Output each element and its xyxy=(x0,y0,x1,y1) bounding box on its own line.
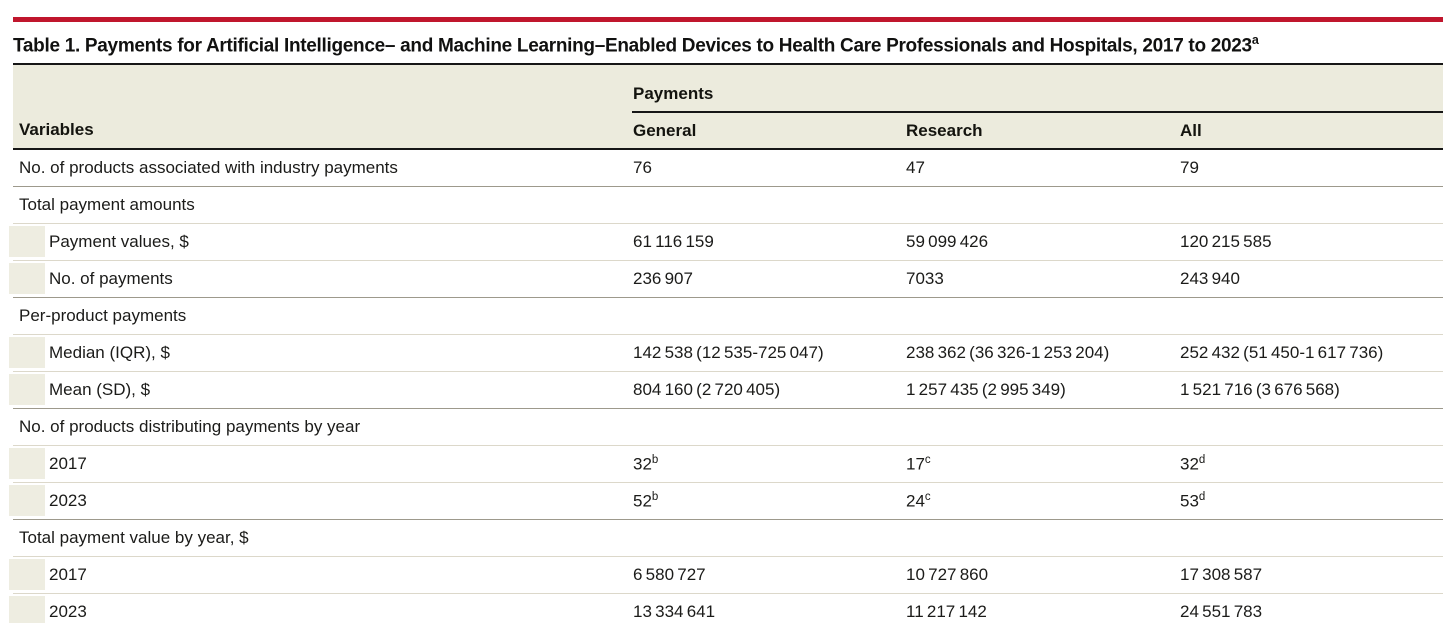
cell-value: 32b xyxy=(632,445,905,483)
title-footnote-marker: a xyxy=(1251,33,1259,47)
table-row: Mean (SD), $ 804 160 (2 720 405) 1 257 4… xyxy=(9,371,1443,409)
section-label-cell: Per-product payments xyxy=(13,297,1443,335)
row-label-cell: No. of payments xyxy=(9,260,632,298)
indent-marker xyxy=(9,337,45,369)
table-row: No. of products associated with industry… xyxy=(13,149,1443,187)
row-label-cell: No. of products associated with industry… xyxy=(13,149,632,187)
row-label: 2017 xyxy=(49,454,87,474)
cell-value: 53d xyxy=(1179,482,1443,520)
cell-value: 61 116 159 xyxy=(632,223,905,261)
article-table-page: Table 1. Payments for Artificial Intelli… xyxy=(0,17,1456,623)
column-header-research: Research xyxy=(905,112,1179,151)
cell-value: 1 521 716 (3 676 568) xyxy=(1179,371,1443,409)
section-label-cell: Total payment amounts xyxy=(13,186,1443,224)
cell-value: 52b xyxy=(632,482,905,520)
row-label: 2017 xyxy=(49,565,87,585)
table-row: 2023 52b 24c 53d xyxy=(9,482,1443,520)
header-columns-row: Variables General Research All xyxy=(13,112,1443,151)
table-title-text: Table 1. Payments for Artificial Intelli… xyxy=(13,35,1252,57)
cell-value: 10 727 860 xyxy=(905,556,1179,594)
table-row: Payment values, $ 61 116 159 59 099 426 … xyxy=(9,223,1443,261)
cell-value: 76 xyxy=(633,158,652,178)
row-label-cell: Mean (SD), $ xyxy=(9,371,632,409)
cell-value: 804 160 (2 720 405) xyxy=(632,371,905,409)
table-title: Table 1. Payments for Artificial Intelli… xyxy=(13,33,1443,57)
footnote-marker: c xyxy=(924,454,931,466)
section-label: Total payment value by year, $ xyxy=(19,528,249,548)
cell-value: 32d xyxy=(1179,445,1443,483)
indent-marker xyxy=(9,596,45,623)
cell-value: 243 940 xyxy=(1179,260,1443,298)
cell-value: 142 538 (12 535-725 047) xyxy=(632,334,905,372)
section-label-cell: No. of products distributing payments by… xyxy=(13,408,1443,446)
indent-marker xyxy=(9,226,45,258)
cell-value: 13 334 641 xyxy=(632,593,905,623)
column-header-general: General xyxy=(632,112,905,151)
indent-marker xyxy=(9,559,45,591)
cell-value: 7033 xyxy=(905,260,1179,298)
table-row: 2017 32b 17c 32d xyxy=(9,445,1443,483)
row-label-cell: 2023 xyxy=(9,593,632,623)
column-header-all: All xyxy=(1179,112,1443,151)
section-row: Total payment value by year, $ xyxy=(13,519,1443,557)
cell-value: 120 215 585 xyxy=(1179,223,1443,261)
section-label: Total payment amounts xyxy=(19,195,195,215)
table-body: No. of products associated with industry… xyxy=(9,149,1443,623)
row-label: Payment values, $ xyxy=(49,232,189,252)
cell-value: 11 217 142 xyxy=(905,593,1179,623)
cell-value: 24 551 783 xyxy=(1179,593,1443,623)
table-row: No. of payments 236 907 7033 243 940 xyxy=(9,260,1443,298)
row-label: Mean (SD), $ xyxy=(49,380,151,400)
indent-marker xyxy=(9,263,45,295)
row-label: Median (IQR), $ xyxy=(49,343,170,363)
column-header-variables: Variables xyxy=(13,112,632,151)
row-label-cell: Median (IQR), $ xyxy=(9,334,632,372)
section-row: No. of products distributing payments by… xyxy=(13,408,1443,446)
cell-value: 17 308 587 xyxy=(1179,556,1443,594)
accent-bar xyxy=(13,17,1443,22)
row-label-cell: 2017 xyxy=(9,556,632,594)
cell-value: 17c xyxy=(905,445,1179,483)
cell-value: 252 432 (51 450-1 617 736) xyxy=(1179,334,1443,372)
footnote-marker: b xyxy=(651,491,659,503)
cell-value: 1 257 435 (2 995 349) xyxy=(905,371,1179,409)
payments-table: Payments Variables General Research All … xyxy=(9,63,1443,623)
row-label: No. of payments xyxy=(49,269,173,289)
row-label-cell: Payment values, $ xyxy=(9,223,632,261)
header-group-row: Payments xyxy=(13,64,1443,114)
section-row: Per-product payments xyxy=(13,297,1443,335)
footnote-marker: d xyxy=(1198,454,1206,466)
cell-value: 236 907 xyxy=(632,260,905,298)
header-corner-cell xyxy=(13,64,632,113)
table-row: 2023 13 334 641 11 217 142 24 551 783 xyxy=(9,593,1443,623)
section-label: No. of products distributing payments by… xyxy=(19,417,361,437)
cell-value: 238 362 (36 326-1 253 204) xyxy=(905,334,1179,372)
indent-marker xyxy=(9,374,45,406)
section-label: Per-product payments xyxy=(19,306,187,326)
footnote-marker: d xyxy=(1198,491,1206,503)
footnote-marker: b xyxy=(651,454,659,466)
table-row: Median (IQR), $ 142 538 (12 535-725 047)… xyxy=(9,334,1443,372)
section-row: Total payment amounts xyxy=(13,186,1443,224)
cell-value: 6 580 727 xyxy=(632,556,905,594)
table-row: 2017 6 580 727 10 727 860 17 308 587 xyxy=(9,556,1443,594)
cell-value: 79 xyxy=(1180,158,1199,178)
indent-marker xyxy=(9,485,45,517)
row-label: No. of products associated with industry… xyxy=(19,158,398,178)
header-group-payments: Payments xyxy=(632,64,1443,114)
cell-value: 24c xyxy=(905,482,1179,520)
row-label-cell: 2023 xyxy=(9,482,632,520)
row-label: 2023 xyxy=(49,602,87,622)
row-label-cell: 2017 xyxy=(9,445,632,483)
cell-value: 59 099 426 xyxy=(905,223,1179,261)
table-header: Payments Variables General Research All xyxy=(13,64,1443,151)
row-label: 2023 xyxy=(49,491,87,511)
footnote-marker: c xyxy=(924,491,931,503)
cell-value: 47 xyxy=(906,158,925,178)
section-label-cell: Total payment value by year, $ xyxy=(13,519,1443,557)
indent-marker xyxy=(9,448,45,480)
